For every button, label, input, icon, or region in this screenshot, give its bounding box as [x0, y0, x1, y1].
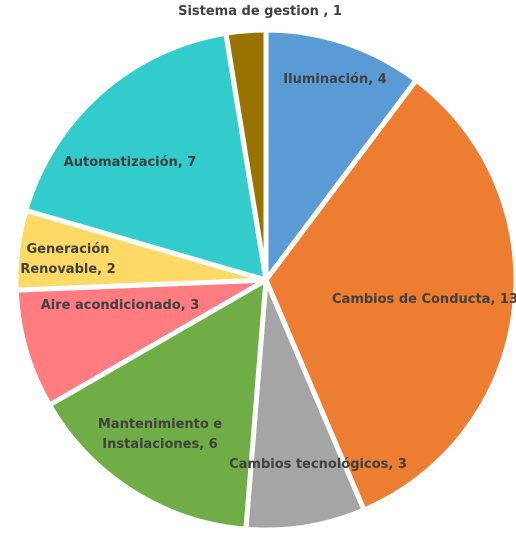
pie-slice [263, 27, 420, 288]
data-label: Generación Renovable, 2 [20, 242, 116, 277]
data-label: Sistema de gestion , 1 [178, 4, 342, 19]
pie-slice [13, 277, 268, 409]
data-label: Mantenimiento e Instalaciones, 6 [97, 417, 223, 452]
data-label: Cambios tecnológicos, 3 [229, 457, 407, 472]
pie-slice [223, 27, 269, 281]
pie-slice [243, 279, 368, 533]
data-label: Aire acondicionado, 3 [40, 298, 200, 313]
pie-slice [22, 30, 270, 284]
data-label: Iluminación, 4 [283, 72, 387, 87]
pie-slice [46, 275, 269, 532]
pie-slice [263, 76, 516, 514]
data-label: Cambios de Conducta, 13 [332, 292, 516, 307]
data-label: Automatización, 7 [63, 155, 197, 170]
